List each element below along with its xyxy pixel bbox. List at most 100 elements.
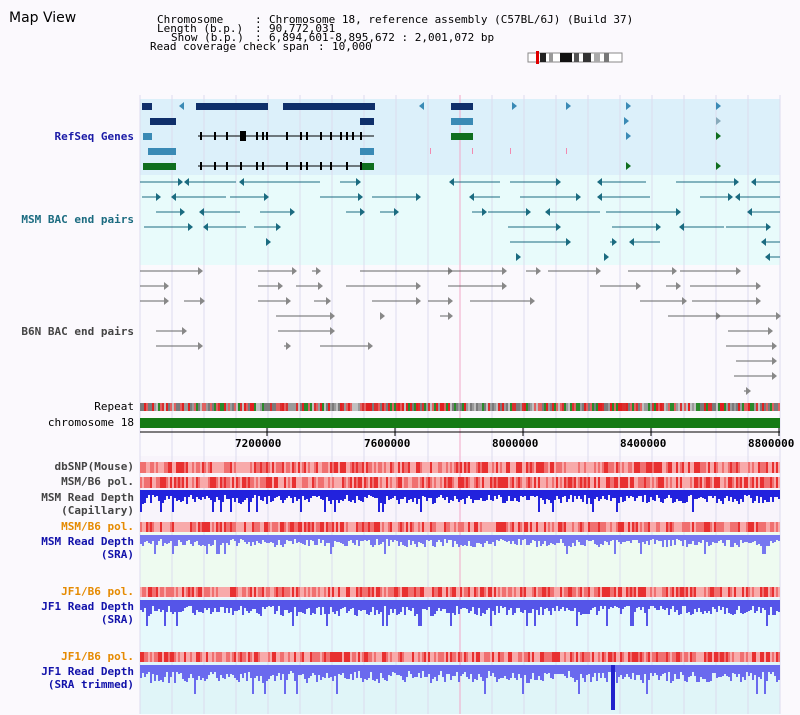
repeat-element: [256, 403, 258, 411]
jf1-b6-pol-heat: [268, 652, 270, 662]
jf1-b6-pol-heat: [316, 652, 318, 662]
msm-b6-pol-heat: [514, 477, 516, 488]
repeat-element: [778, 403, 780, 411]
msm-depth-bar: [666, 490, 668, 498]
msm-sra-depth-bar: [180, 535, 182, 542]
label-repeat: Repeat: [94, 400, 134, 413]
jf1-trim-depth-bar: [596, 665, 598, 681]
repeat-element: [652, 403, 654, 411]
jf1-b6-pol-heat: [674, 652, 676, 662]
dbsnp-heat: [670, 462, 672, 473]
msm-b6-pol-heat: [422, 522, 424, 532]
jf1-b6-pol-heat: [432, 587, 434, 597]
jf1-b6-pol-heat: [148, 587, 150, 597]
jf1-b6-pol-heat: [334, 587, 336, 597]
msm-b6-pol-heat: [398, 477, 400, 488]
jf1-b6-pol-heat: [484, 587, 486, 597]
jf1-b6-pol-heat: [310, 652, 312, 662]
msm-sra-depth-bar: [612, 535, 614, 540]
msm-sra-depth-bar: [746, 535, 748, 542]
repeat-element: [390, 403, 392, 411]
jf1-sra-depth-bar: [362, 600, 364, 610]
msm-b6-pol-heat: [506, 522, 508, 532]
repeat-element: [348, 403, 350, 411]
dbsnp-heat: [524, 462, 526, 473]
gene-block: [143, 163, 176, 170]
msm-depth-bar: [544, 490, 546, 504]
jf1-trim-depth-bar: [552, 665, 554, 679]
dbsnp-heat: [300, 462, 302, 473]
dbsnp-heat: [646, 462, 648, 473]
dbsnp-heat: [510, 462, 512, 473]
repeat-element: [156, 403, 158, 411]
jf1-trim-depth-bar: [328, 665, 330, 678]
dbsnp-heat: [352, 462, 354, 473]
jf1-b6-pol-heat: [448, 652, 450, 662]
repeat-element: [756, 403, 758, 411]
msm-b6-pol-heat: [314, 522, 316, 532]
jf1-sra-depth-bar: [308, 600, 310, 608]
dbsnp-heat: [676, 462, 678, 473]
jf1-trim-depth-bar: [168, 665, 170, 683]
msm-b6-pol-heat: [388, 477, 390, 488]
msm-sra-depth-bar: [702, 535, 704, 540]
jf1-b6-pol-heat: [140, 587, 142, 597]
jf1-trim-depth-bar: [192, 665, 194, 678]
msm-b6-pol-heat: [614, 477, 616, 488]
dbsnp-heat: [150, 462, 152, 473]
msm-bac-end: [184, 178, 189, 186]
jf1-sra-depth-bar: [228, 600, 230, 613]
msm-depth-bar: [334, 490, 336, 512]
jf1-b6-pol-heat: [534, 587, 536, 597]
msm-b6-pol-heat: [356, 477, 358, 488]
msm-sra-depth-bar: [528, 535, 530, 545]
msm-b6-pol-heat: [290, 477, 292, 488]
jf1-b6-pol-heat: [240, 587, 242, 597]
jf1-b6-pol-heat: [620, 652, 622, 662]
gene-arrow: [419, 102, 424, 110]
jf1-sra-depth-bar: [724, 600, 726, 614]
jf1-b6-pol-heat: [764, 652, 766, 662]
repeat-element: [696, 403, 698, 411]
jf1-trim-depth-bar: [492, 665, 494, 673]
msm-b6-pol-heat: [476, 477, 478, 488]
msm-b6-pol-heat: [754, 522, 756, 532]
jf1-b6-pol-heat: [150, 652, 152, 662]
jf1-b6-pol-heat: [758, 652, 760, 662]
repeat-element: [286, 403, 288, 411]
jf1-b6-pol-heat: [352, 587, 354, 597]
msm-b6-pol-heat: [370, 477, 372, 488]
jf1-b6-pol-heat: [410, 652, 412, 662]
jf1-trim-depth-bar: [538, 665, 540, 676]
repeat-element: [148, 403, 150, 411]
msm-depth-bar: [254, 490, 256, 495]
dbsnp-heat: [554, 462, 556, 473]
msm-b6-pol-heat: [322, 477, 324, 488]
jf1-trim-depth-bar: [140, 665, 142, 678]
msm-b6-pol-heat: [180, 522, 182, 532]
msm-depth-bar: [656, 490, 658, 495]
jf1-b6-pol-heat: [218, 652, 220, 662]
jf1-b6-pol-heat: [582, 652, 584, 662]
msm-sra-depth-bar: [258, 535, 260, 543]
msm-sra-depth-bar: [512, 535, 514, 541]
dbsnp-heat: [444, 462, 446, 473]
label-msm-bac: MSM BAC end pairs: [21, 213, 134, 226]
jf1-trim-depth-bar: [742, 665, 744, 677]
ruler-tick-label: 7600000: [364, 437, 411, 450]
msm-depth-bar: [180, 490, 182, 502]
dbsnp-heat: [704, 462, 706, 473]
jf1-trim-depth-bar: [706, 665, 708, 682]
jf1-sra-depth-bar: [498, 600, 500, 613]
msm-depth-bar: [760, 490, 762, 497]
jf1-b6-pol-heat: [546, 652, 548, 662]
msm-sra-depth-bar: [640, 535, 642, 554]
gene-block: [283, 103, 375, 110]
jf1-b6-pol-heat: [300, 587, 302, 597]
msm-b6-pol-heat: [512, 477, 514, 488]
jf1-trim-depth-bar: [420, 665, 422, 678]
jf1-sra-depth-bar: [476, 600, 478, 615]
jf1-sra-depth-bar: [430, 600, 432, 616]
